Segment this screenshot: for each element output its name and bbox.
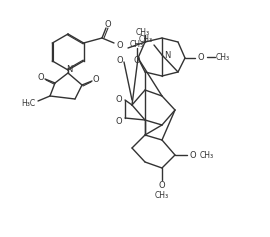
Text: N: N [66, 65, 72, 74]
Text: O: O [134, 55, 140, 64]
Text: CH₃: CH₃ [130, 40, 144, 49]
Text: O: O [93, 74, 99, 83]
Text: CH₃: CH₃ [155, 191, 169, 201]
Text: O: O [198, 53, 204, 61]
Text: O: O [117, 55, 123, 64]
Text: O: O [116, 117, 122, 126]
Text: O: O [190, 150, 196, 160]
Text: O: O [105, 19, 111, 28]
Text: O: O [159, 182, 165, 191]
Text: O: O [38, 73, 44, 82]
Text: CH₃: CH₃ [216, 53, 230, 61]
Text: CH₃: CH₃ [139, 35, 153, 44]
Text: CH₃: CH₃ [136, 27, 150, 36]
Text: O: O [116, 96, 122, 105]
Text: H₃C: H₃C [21, 100, 35, 109]
Text: CH₃: CH₃ [200, 150, 214, 160]
Text: O: O [117, 41, 123, 50]
Text: N: N [164, 50, 170, 59]
